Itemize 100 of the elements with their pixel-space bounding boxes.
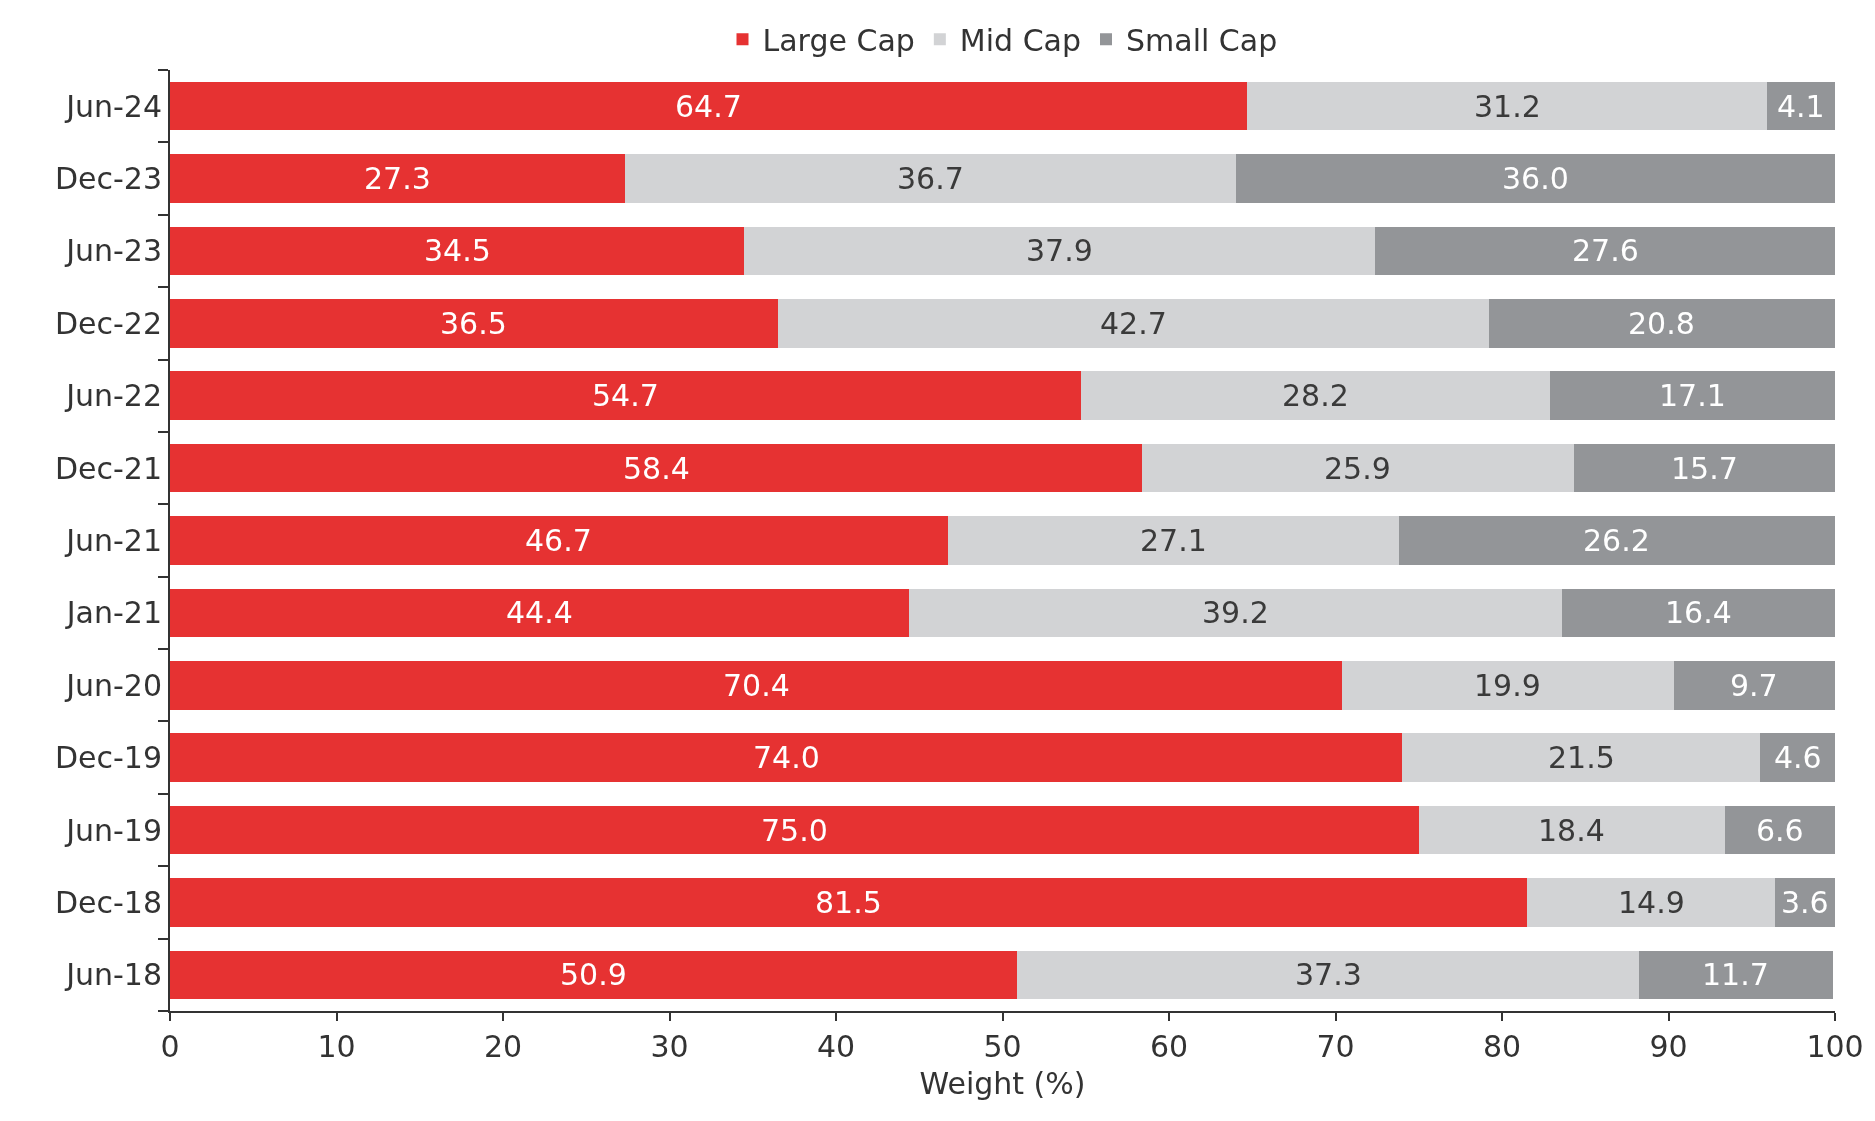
data-label: 21.5 <box>1548 740 1615 775</box>
data-label: 34.5 <box>424 233 491 268</box>
data-label: 46.7 <box>525 523 592 558</box>
data-label: 14.9 <box>1618 885 1685 920</box>
bar <box>1725 805 1835 855</box>
bar <box>1017 950 1639 1000</box>
data-label: 6.6 <box>1756 813 1804 848</box>
x-tick-label: 50 <box>983 1029 1022 1064</box>
data-label: 50.9 <box>560 957 627 992</box>
data-label: 25.9 <box>1324 451 1391 486</box>
data-label: 27.3 <box>364 161 431 196</box>
data-label: 37.9 <box>1026 233 1093 268</box>
bar <box>1526 878 1776 927</box>
x-axis-title: Weight (%) <box>919 1066 1086 1101</box>
x-tick-label: 90 <box>1649 1029 1688 1064</box>
bar <box>170 878 1527 927</box>
bar <box>170 950 1018 1000</box>
data-label: 27.6 <box>1572 233 1639 268</box>
x-tick-label: 60 <box>1149 1029 1189 1064</box>
data-label: 20.8 <box>1628 306 1695 341</box>
bar <box>170 733 1403 782</box>
y-tick-label: Jun-23 <box>64 233 162 269</box>
bar <box>1638 950 1834 1000</box>
y-tick-label: Jun-24 <box>64 88 162 124</box>
bar <box>170 226 745 276</box>
y-tick-label: Jun-18 <box>64 957 162 993</box>
y-tick-label: Jun-22 <box>64 378 162 414</box>
data-label: 27.1 <box>1140 523 1207 558</box>
y-tick-label: Jun-20 <box>64 667 162 703</box>
data-label: 17.1 <box>1659 378 1726 413</box>
data-label: 39.2 <box>1202 595 1269 630</box>
data-label: 58.4 <box>623 451 690 486</box>
bar <box>170 661 1343 710</box>
data-label: 54.7 <box>592 378 659 413</box>
legend-label: Mid Cap <box>959 23 1081 58</box>
bar <box>1418 805 1726 855</box>
bar <box>170 805 1419 855</box>
bar <box>624 154 1236 203</box>
data-label: 11.7 <box>1702 957 1769 992</box>
bar <box>1673 661 1835 710</box>
x-tick-label: 0 <box>160 1029 180 1064</box>
x-tick-label: 10 <box>317 1029 356 1064</box>
bar <box>170 81 1248 131</box>
data-label: 9.7 <box>1730 668 1778 703</box>
y-tick-label: Dec-23 <box>54 161 162 197</box>
data-label: 42.7 <box>1100 306 1167 341</box>
x-tick-label: 20 <box>483 1029 523 1064</box>
data-label: 44.4 <box>506 595 573 630</box>
x-tick-label: 80 <box>1482 1029 1522 1064</box>
bar <box>170 371 1081 420</box>
data-label: 3.6 <box>1781 885 1829 920</box>
bar <box>1142 443 1574 493</box>
bar <box>1235 154 1835 203</box>
legend-label: Small Cap <box>1126 23 1278 58</box>
data-label: 36.7 <box>897 161 964 196</box>
data-label: 15.7 <box>1671 451 1738 486</box>
bar <box>170 443 1143 493</box>
data-label: 70.4 <box>723 668 790 703</box>
data-label: 18.4 <box>1538 813 1605 848</box>
bar <box>744 226 1376 276</box>
bar <box>1760 733 1835 782</box>
x-tick-label: 40 <box>816 1029 856 1064</box>
bar <box>1080 371 1551 420</box>
data-label: 64.7 <box>675 89 742 124</box>
data-label: 26.2 <box>1583 523 1650 558</box>
legend-label: Large Cap <box>762 23 915 58</box>
y-tick-label: Dec-21 <box>54 450 162 486</box>
data-label: 19.9 <box>1474 668 1541 703</box>
data-label: 4.6 <box>1774 740 1822 775</box>
bar <box>170 516 948 565</box>
data-label: 16.4 <box>1665 595 1732 630</box>
y-tick-label: Jun-21 <box>64 523 162 558</box>
bar <box>1488 299 1835 348</box>
bar <box>1550 371 1835 420</box>
x-tick-label: 30 <box>650 1029 689 1064</box>
bar <box>1342 661 1674 710</box>
data-label: 37.3 <box>1295 957 1362 992</box>
data-label: 74.0 <box>753 740 820 775</box>
bar <box>1375 226 1835 276</box>
y-tick-label: Jan-21 <box>64 595 162 631</box>
y-tick-label: Jun-19 <box>64 812 162 848</box>
y-tick-label: Dec-19 <box>54 740 162 776</box>
bar <box>1561 588 1835 638</box>
y-tick-label: Dec-18 <box>54 884 162 920</box>
bar <box>170 154 625 203</box>
x-tick-label: 70 <box>1316 1029 1355 1064</box>
data-label: 28.2 <box>1282 378 1349 413</box>
bar <box>1573 443 1835 493</box>
y-tick-label: Dec-22 <box>54 305 162 341</box>
bar <box>909 588 1562 638</box>
data-label: 81.5 <box>815 885 882 920</box>
bar <box>777 299 1489 348</box>
bar <box>170 299 778 348</box>
data-label: 4.1 <box>1777 89 1825 124</box>
data-label: 75.0 <box>761 813 828 848</box>
bar <box>170 588 910 638</box>
bar <box>1402 733 1761 782</box>
bar <box>947 516 1399 565</box>
data-label: 36.0 <box>1502 161 1569 196</box>
data-label: 36.5 <box>440 306 507 341</box>
